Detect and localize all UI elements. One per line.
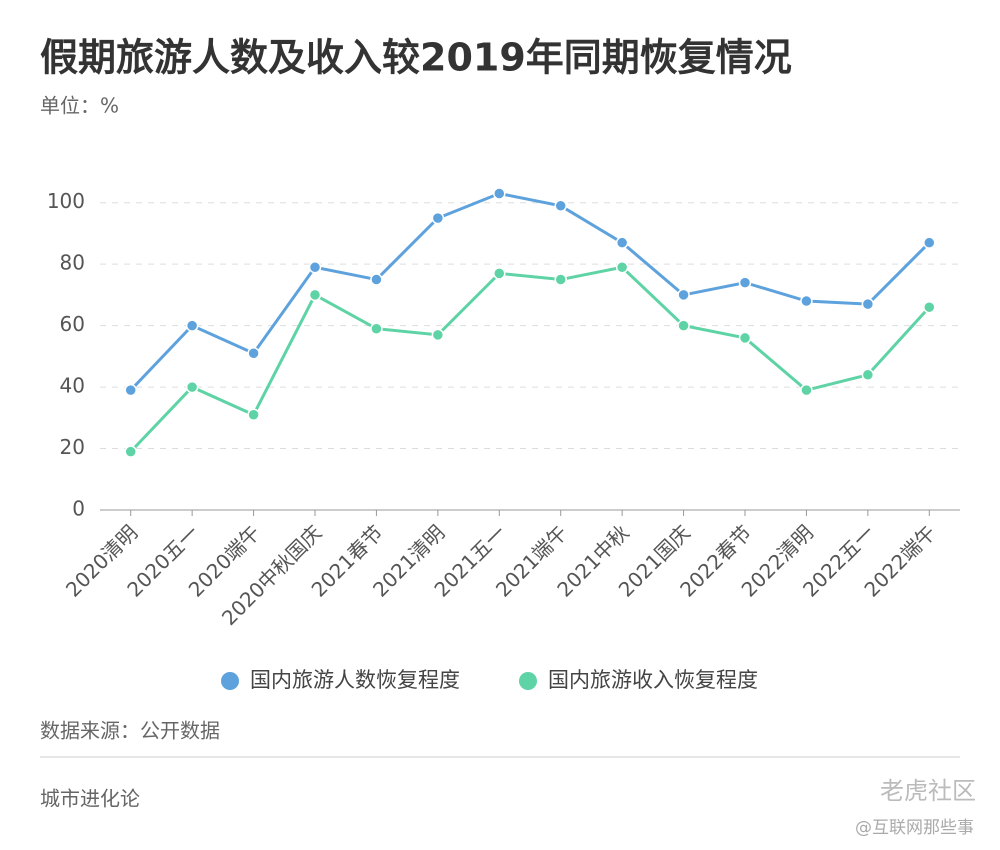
data-point <box>800 383 813 397</box>
data-point <box>554 273 567 286</box>
data-point <box>185 319 199 332</box>
footer: 城市进化论 <box>40 787 140 811</box>
y-tick-label: 20 <box>60 435 85 459</box>
series-line <box>129 265 931 453</box>
watermark: @互联网那些事 <box>855 818 974 838</box>
data-point <box>738 276 752 289</box>
unit-label: 单位：% <box>40 94 119 118</box>
data-point <box>370 273 383 286</box>
data-point <box>308 288 322 302</box>
legend-label: 国内旅游收入恢复程度 <box>548 668 758 692</box>
data-point <box>554 199 567 213</box>
data-point <box>615 261 629 274</box>
series-line <box>129 191 931 392</box>
data-point <box>677 288 690 302</box>
data-point <box>185 380 199 394</box>
legend-label: 国内旅游人数恢复程度 <box>250 668 460 692</box>
legend-marker <box>519 672 537 690</box>
data-point <box>124 383 137 397</box>
data-point <box>247 347 260 360</box>
data-point <box>923 300 936 314</box>
data-point <box>493 267 506 280</box>
data-point <box>308 261 322 274</box>
data-point <box>677 319 690 332</box>
legend-marker <box>221 672 239 690</box>
data-point <box>738 331 752 345</box>
data-point <box>615 236 629 249</box>
data-point <box>370 322 383 335</box>
data-point <box>923 236 936 249</box>
data-point <box>247 408 260 421</box>
y-tick-label: 80 <box>60 251 85 275</box>
data-point <box>431 328 445 342</box>
watermark: 老虎社区 <box>880 777 976 805</box>
data-point <box>861 297 875 311</box>
chart-title: 假期旅游人数及收入较2019年同期恢复情况 <box>40 36 792 80</box>
data-point <box>124 445 137 458</box>
y-tick-label: 40 <box>60 374 85 398</box>
y-tick-label: 60 <box>60 312 85 336</box>
data-point <box>431 211 445 225</box>
source: 数据来源：公开数据 <box>40 719 220 743</box>
data-point <box>861 368 875 382</box>
y-tick-label: 100 <box>47 189 85 213</box>
data-point <box>493 187 506 200</box>
data-point <box>800 294 813 308</box>
y-tick-label: 0 <box>72 497 85 521</box>
